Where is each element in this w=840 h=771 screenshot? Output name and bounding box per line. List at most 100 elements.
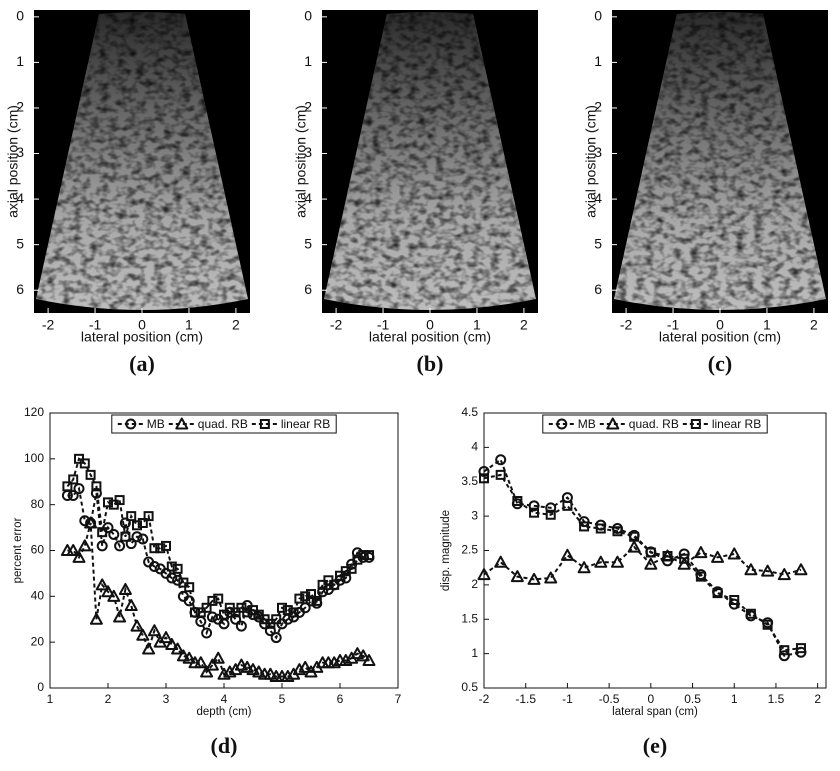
marker-square [364, 550, 374, 561]
marker-triangle [606, 417, 620, 430]
marker-triangle [362, 654, 376, 666]
marker-triangle [494, 555, 508, 568]
marker-square [512, 496, 523, 506]
marker-circle [230, 613, 242, 625]
marker-square [126, 511, 137, 522]
marker-triangle [205, 658, 219, 671]
marker-square [294, 593, 305, 604]
y-tick-label: 120 [24, 405, 44, 419]
marker-circle [235, 620, 247, 632]
marker-triangle [175, 417, 189, 430]
marker-square [161, 540, 171, 551]
marker-square [91, 481, 102, 492]
marker-square [166, 561, 177, 572]
y-tick-label: 80 [31, 497, 45, 511]
legend-box [542, 414, 768, 434]
x-axis-label: lateral span (cm) [612, 706, 698, 718]
marker-square [346, 563, 357, 574]
marker-triangle [234, 658, 248, 671]
marker-triangle [544, 571, 558, 584]
marker-square [679, 553, 690, 564]
panel-label: (b) [417, 351, 444, 376]
marker-triangle [130, 619, 144, 632]
marker-triangle [527, 572, 541, 585]
marker-square [562, 500, 573, 511]
marker-square [358, 550, 369, 561]
marker-square [629, 531, 640, 542]
marker-square [545, 509, 556, 520]
marker-circle [556, 418, 568, 430]
legend-label: quad. RB [629, 417, 679, 431]
x-tick-label: -1.5 [515, 692, 536, 706]
marker-square [311, 595, 322, 606]
x-tick-label: 1 [47, 692, 54, 706]
marker-triangle [594, 555, 608, 568]
x-tick-label: 2 [520, 317, 528, 333]
y-tick-label: 0 [304, 8, 312, 24]
x-axis-label: lateral position (cm) [659, 329, 781, 345]
x-tick-label: 3 [163, 692, 170, 706]
marker-triangle [101, 585, 115, 598]
marker-triangle [560, 548, 574, 561]
marker-square [306, 589, 316, 600]
marker-triangle [171, 642, 185, 655]
x-tick-label: 0 [647, 692, 654, 706]
marker-circle [264, 625, 276, 637]
marker-circle [528, 500, 540, 512]
marker-triangle [610, 555, 624, 568]
y-tick-label: 5 [304, 235, 312, 251]
y-tick-label: 3 [594, 144, 602, 160]
panel-label: (c) [708, 351, 732, 376]
y-axis-label: disp. magnitude [440, 510, 452, 591]
y-axis-label: axial position (cm) [583, 105, 599, 218]
y-tick-label: 2 [16, 99, 24, 115]
y-tick-label: 0 [37, 680, 44, 694]
marker-triangle [240, 660, 254, 673]
marker-triangle [95, 578, 109, 591]
marker-square [579, 521, 590, 532]
y-tick-label: 4 [16, 190, 24, 206]
x-tick-label: 0.5 [684, 692, 701, 706]
y-tick-label: 1 [16, 53, 24, 69]
marker-square [172, 563, 183, 574]
y-tick-label: 3 [304, 144, 312, 160]
marker-square [595, 523, 606, 534]
marker-square [779, 645, 790, 656]
marker-circle [299, 602, 311, 614]
marker-triangle [350, 647, 364, 660]
x-tick-label: 2 [105, 692, 112, 706]
y-tick-label: 6 [594, 281, 602, 297]
marker-square [201, 602, 212, 613]
marker-triangle [142, 642, 156, 655]
marker-square [795, 643, 806, 654]
y-tick-label: 4 [304, 190, 312, 206]
y-tick-label: 3.5 [461, 474, 478, 488]
x-tick-label: 4 [221, 692, 228, 706]
marker-triangle [176, 649, 190, 662]
marker-triangle [694, 546, 708, 559]
marker-square [85, 469, 96, 480]
x-tick-label: -1 [667, 317, 680, 333]
marker-triangle [78, 539, 92, 552]
x-tick-label: 1.5 [768, 692, 785, 706]
marker-square [745, 608, 756, 619]
marker-circle [125, 538, 137, 550]
marker-circle [119, 517, 131, 529]
x-tick-label: 5 [279, 692, 286, 706]
x-tick-label: -2 [330, 317, 343, 333]
panel-label: (e) [643, 733, 667, 758]
y-tick-label: 0 [594, 8, 602, 24]
marker-triangle [194, 656, 208, 669]
marker-circle [778, 650, 790, 662]
x-tick-label: -2 [42, 317, 55, 333]
marker-square [612, 526, 623, 537]
marker-square [340, 566, 351, 577]
marker-square [184, 582, 195, 593]
y-tick-label: 1 [304, 53, 312, 69]
legend-label: linear RB [281, 417, 330, 431]
marker-square [137, 518, 148, 528]
marker-circle [108, 528, 120, 540]
marker-circle [67, 490, 79, 501]
x-tick-label: 0 [138, 317, 146, 333]
y-tick-label: 1 [594, 53, 602, 69]
